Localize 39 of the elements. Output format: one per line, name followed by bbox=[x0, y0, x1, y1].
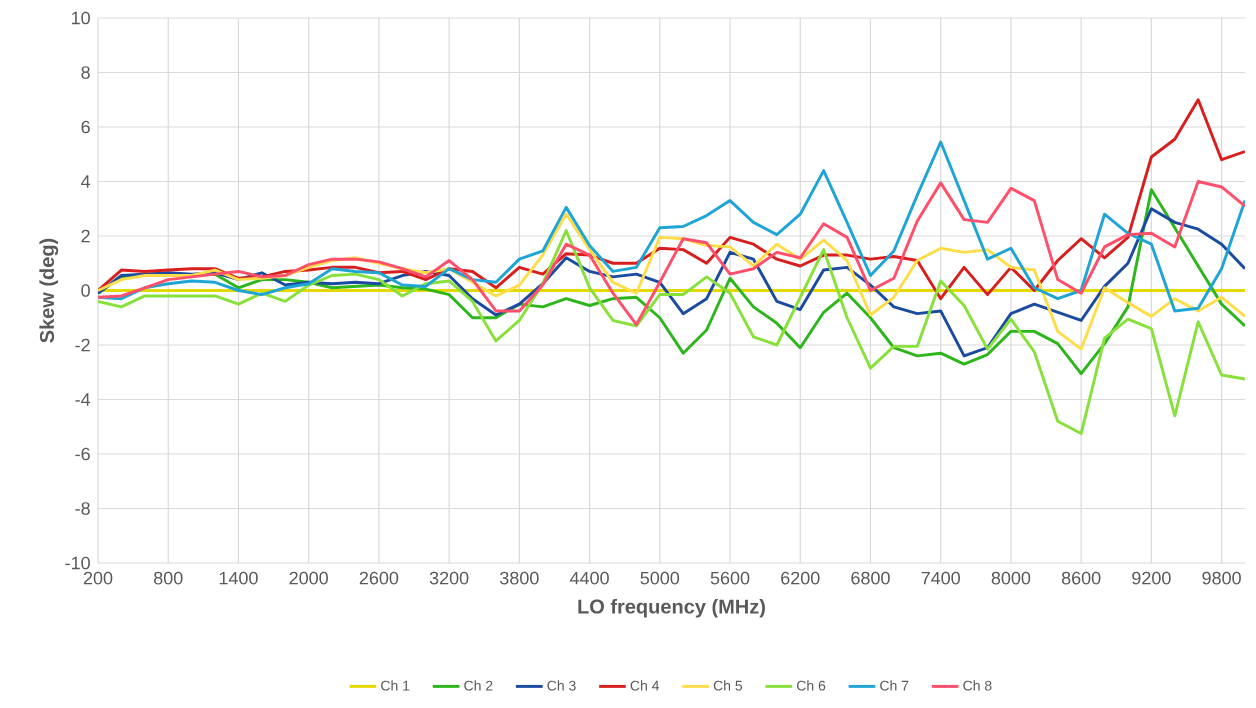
legend-label: Ch 1 bbox=[381, 680, 410, 691]
y-tick-label: 4 bbox=[81, 175, 91, 188]
y-tick-label: -6 bbox=[75, 447, 90, 461]
y-tick-label: 6 bbox=[81, 120, 90, 134]
y-tick-label: -8 bbox=[75, 502, 90, 515]
y-tick-label: 10 bbox=[71, 11, 90, 25]
x-tick-label: 8600 bbox=[1061, 571, 1101, 585]
legend-label: Ch 6 bbox=[796, 680, 826, 691]
x-tick-label: 8000 bbox=[991, 571, 1031, 585]
y-tick-label: 8 bbox=[81, 66, 90, 79]
x-tick-label: 1400 bbox=[219, 571, 258, 585]
x-tick-label: 6200 bbox=[781, 571, 820, 585]
x-tick-label: 7400 bbox=[921, 571, 960, 585]
y-tick-label: -4 bbox=[75, 393, 91, 406]
x-tick-label: 2600 bbox=[359, 571, 399, 585]
x-tick-label: 6800 bbox=[851, 571, 890, 585]
x-tick-label: 5000 bbox=[640, 571, 680, 585]
x-tick-label: 800 bbox=[153, 571, 183, 585]
x-tick-label: 2000 bbox=[289, 571, 328, 585]
x-tick-label: 3200 bbox=[429, 571, 469, 585]
x-tick-label: 200 bbox=[83, 571, 113, 585]
legend-label: Ch 3 bbox=[547, 680, 576, 691]
line-series bbox=[98, 180, 1245, 327]
legend-label: Ch 5 bbox=[713, 680, 743, 691]
y-tick-label: -10 bbox=[65, 556, 90, 570]
y-tick-label: 2 bbox=[81, 229, 90, 243]
y-axis-title: Skew (deg) bbox=[39, 238, 59, 343]
x-tick-label: 9800 bbox=[1202, 571, 1241, 585]
legend-label: Ch 4 bbox=[630, 680, 660, 691]
x-tick-label: 9200 bbox=[1132, 571, 1171, 585]
x-tick-label: 3800 bbox=[500, 571, 539, 585]
legend-label: Ch 7 bbox=[880, 680, 909, 691]
legend-label: Ch 2 bbox=[464, 680, 493, 691]
y-tick-label: -2 bbox=[75, 338, 90, 352]
legend-label: Ch 8 bbox=[963, 680, 992, 691]
x-axis-title: LO frequency (MHz) bbox=[578, 598, 765, 618]
y-tick-label: 0 bbox=[81, 284, 90, 297]
x-tick-label: 5600 bbox=[710, 571, 750, 585]
x-tick-label: 4400 bbox=[569, 571, 609, 585]
